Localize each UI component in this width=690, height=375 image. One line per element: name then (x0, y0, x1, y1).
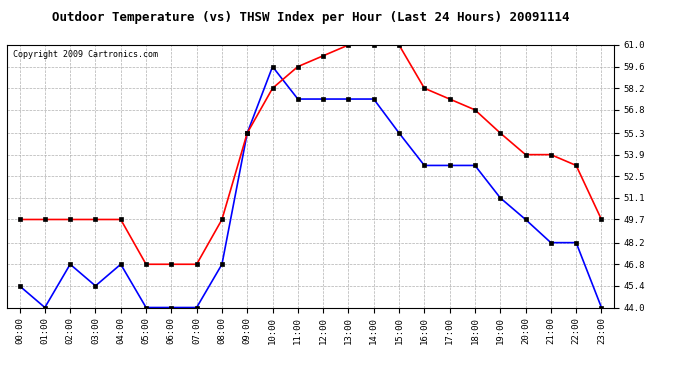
Text: Copyright 2009 Cartronics.com: Copyright 2009 Cartronics.com (13, 50, 158, 59)
Text: Outdoor Temperature (vs) THSW Index per Hour (Last 24 Hours) 20091114: Outdoor Temperature (vs) THSW Index per … (52, 11, 569, 24)
